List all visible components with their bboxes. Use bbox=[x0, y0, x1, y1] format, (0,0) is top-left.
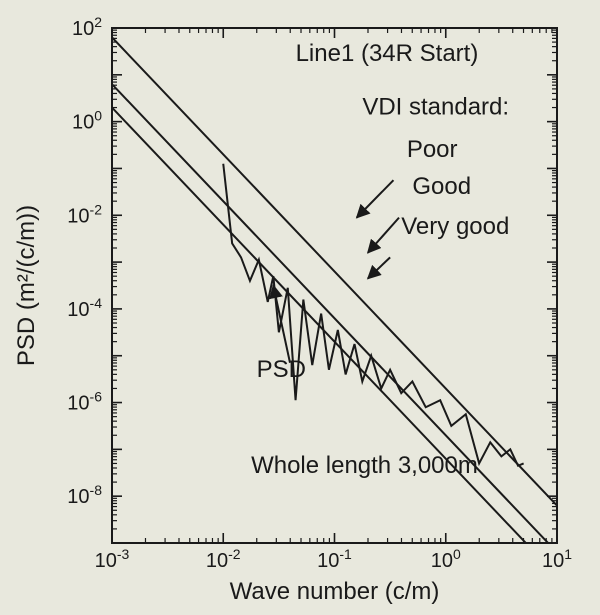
annotation-poor: Poor bbox=[407, 136, 458, 163]
annotation-verygood: Very good bbox=[401, 213, 509, 240]
psd-chart: 10-310-210-110010110-810-610-410-2100102… bbox=[0, 0, 600, 615]
annotation-psd_label: PSD bbox=[257, 356, 306, 383]
annotation-whole: Whole length 3,000m bbox=[251, 452, 478, 479]
annotation-good: Good bbox=[412, 173, 471, 200]
annotation-title: Line1 (34R Start) bbox=[296, 40, 479, 67]
y-axis-label: PSD (m²/(c/m)) bbox=[13, 205, 40, 366]
x-axis-label: Wave number (c/m) bbox=[230, 578, 440, 605]
annotation-vdi: VDI standard: bbox=[362, 94, 509, 121]
